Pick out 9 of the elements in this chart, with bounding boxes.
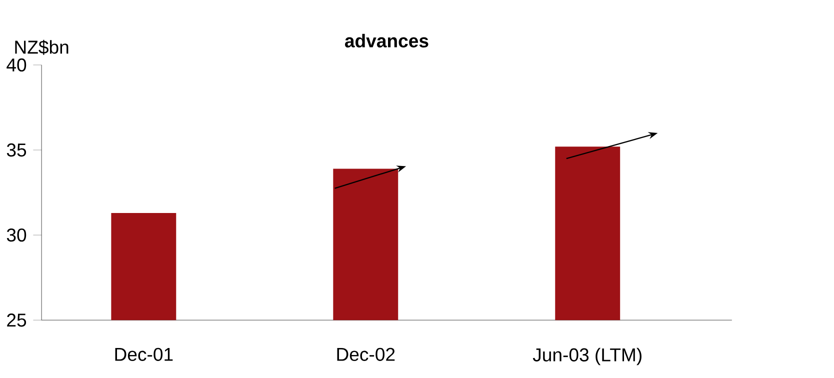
y-tick-label: 35 [6, 144, 26, 157]
y-tick-label: 40 [6, 58, 26, 72]
x-tick-label: Dec-02 [337, 348, 395, 362]
y-axis-title: NZ$bn [15, 40, 68, 56]
y-tick-label: 30 [6, 228, 26, 242]
x-tick-label: Jun-03 (LTM) [532, 348, 642, 366]
chart-title: advances [344, 34, 428, 48]
x-tick-label: Dec-01 [115, 348, 173, 362]
y-tick-label: 25 [7, 314, 26, 327]
